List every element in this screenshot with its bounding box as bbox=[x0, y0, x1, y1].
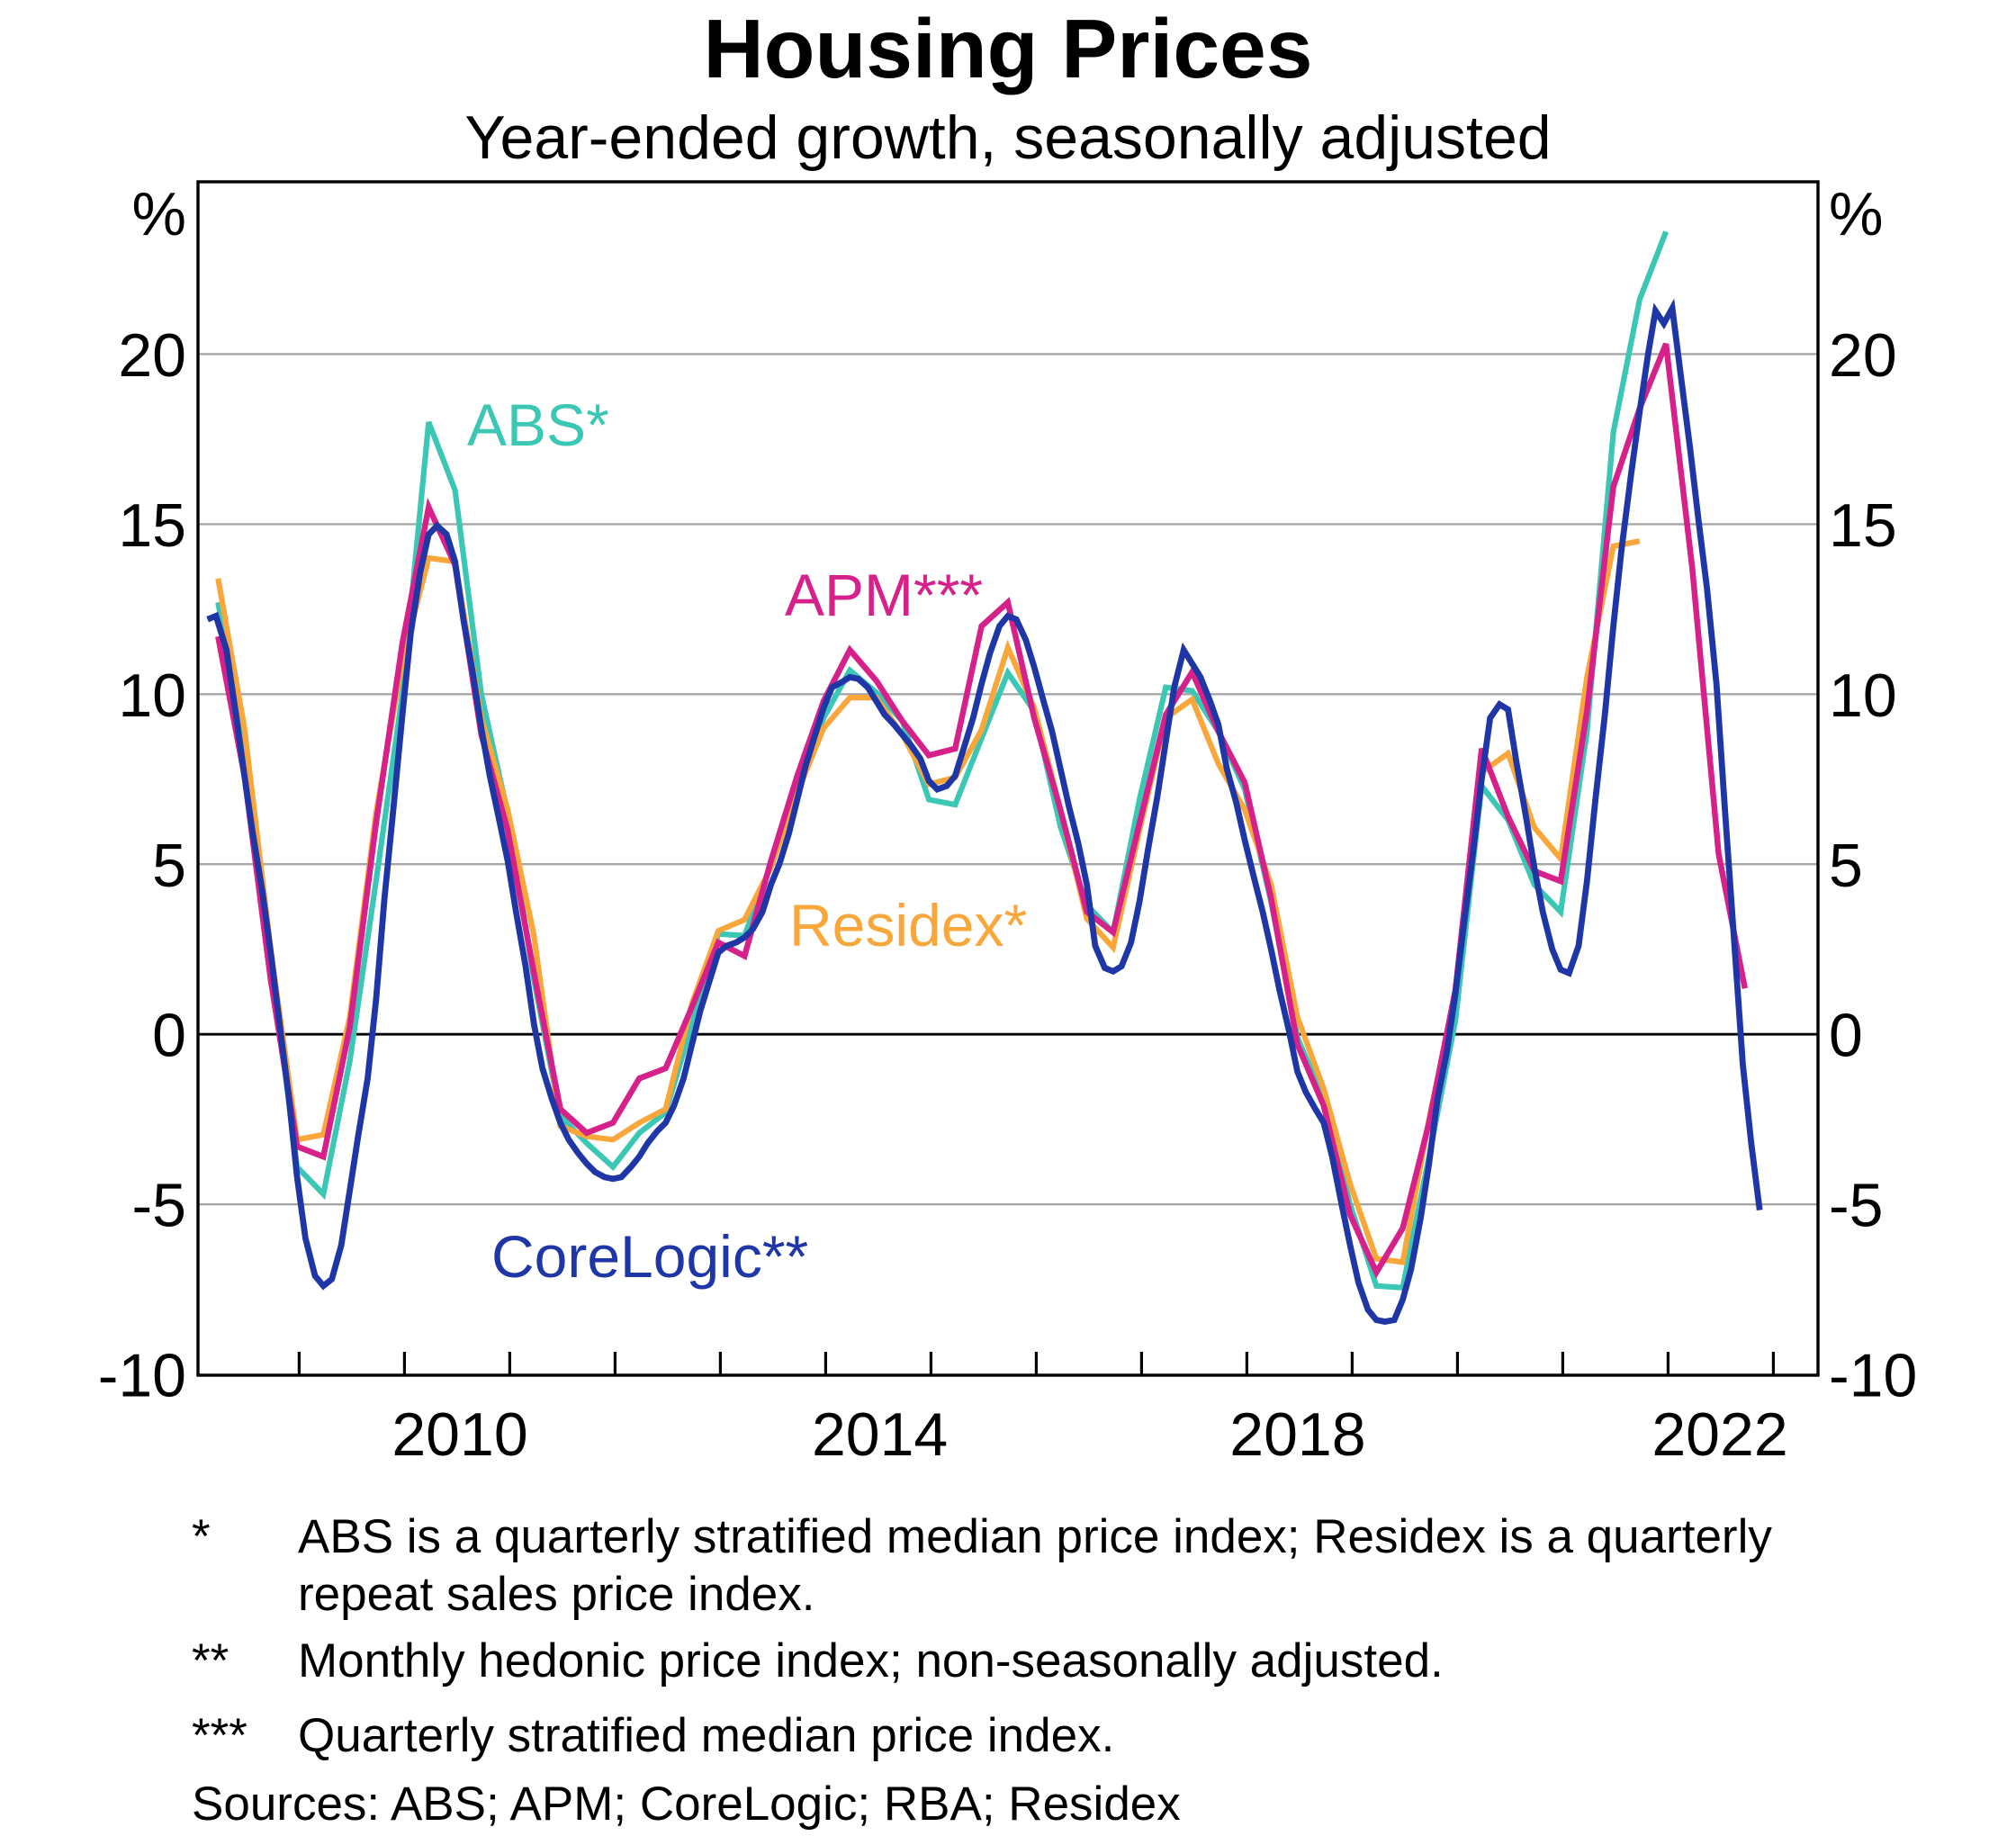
svg-text:Residex*: Residex* bbox=[789, 892, 1027, 958]
svg-text:Sources: ABS; APM; CoreLogic;: Sources: ABS; APM; CoreLogic; RBA; Resid… bbox=[192, 1778, 1181, 1831]
svg-text:10: 10 bbox=[1829, 662, 1897, 730]
svg-text:0: 0 bbox=[1829, 1002, 1863, 1070]
svg-text:5: 5 bbox=[1829, 832, 1863, 900]
svg-text:10: 10 bbox=[118, 662, 186, 730]
svg-text:-5: -5 bbox=[1829, 1172, 1883, 1240]
svg-text:-10: -10 bbox=[1829, 1342, 1917, 1410]
svg-text:*: * bbox=[192, 1510, 211, 1563]
svg-text:2010: 2010 bbox=[392, 1400, 527, 1469]
svg-text:2014: 2014 bbox=[812, 1400, 948, 1469]
svg-text:2022: 2022 bbox=[1652, 1400, 1787, 1469]
svg-text:20: 20 bbox=[1829, 321, 1897, 390]
svg-text:-10: -10 bbox=[98, 1342, 186, 1410]
svg-text:Year-ended growth, seasonally: Year-ended growth, seasonally adjusted bbox=[464, 104, 1551, 172]
svg-text:0: 0 bbox=[152, 1002, 186, 1070]
svg-text:ABS is a quarterly stratified: ABS is a quarterly stratified median pri… bbox=[298, 1510, 1772, 1563]
svg-text:ABS*: ABS* bbox=[467, 392, 609, 458]
svg-text:repeat sales price index.: repeat sales price index. bbox=[298, 1568, 815, 1621]
svg-text:%: % bbox=[132, 180, 186, 248]
svg-text:***: *** bbox=[192, 1709, 248, 1762]
svg-text:5: 5 bbox=[152, 832, 186, 900]
svg-text:20: 20 bbox=[118, 321, 186, 390]
svg-text:Housing Prices: Housing Prices bbox=[703, 2, 1312, 95]
svg-text:Quarterly stratified median pr: Quarterly stratified median price index. bbox=[298, 1709, 1114, 1762]
svg-text:APM***: APM*** bbox=[785, 562, 983, 628]
svg-text:Monthly hedonic price index; n: Monthly hedonic price index; non-seasona… bbox=[298, 1634, 1444, 1688]
svg-text:2018: 2018 bbox=[1229, 1400, 1365, 1469]
svg-text:-5: -5 bbox=[132, 1172, 186, 1240]
svg-text:%: % bbox=[1829, 180, 1883, 248]
svg-text:15: 15 bbox=[118, 491, 186, 560]
svg-text:**: ** bbox=[192, 1634, 229, 1688]
svg-text:CoreLogic**: CoreLogic** bbox=[491, 1223, 808, 1290]
svg-text:15: 15 bbox=[1829, 491, 1897, 560]
